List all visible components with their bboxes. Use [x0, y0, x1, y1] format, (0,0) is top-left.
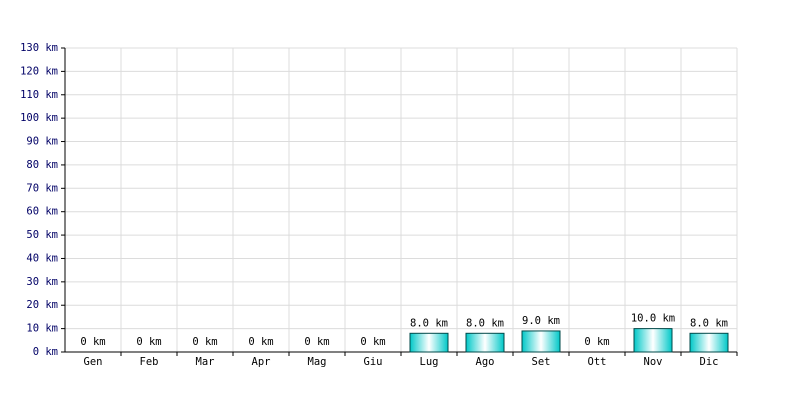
value-label: 0 km [80, 336, 105, 348]
y-tick-label: 120 km [20, 65, 58, 77]
y-tick-label: 40 km [26, 252, 58, 264]
value-label: 0 km [248, 336, 273, 348]
x-tick-label: Apr [252, 356, 271, 368]
value-label: 0 km [192, 336, 217, 348]
y-tick-label: 130 km [20, 42, 58, 54]
x-tick-label: Lug [420, 356, 439, 368]
y-tick-label: 0 km [33, 346, 58, 358]
x-tick-label: Ago [476, 356, 495, 368]
value-label: 8.0 km [466, 317, 504, 329]
x-tick-label: Feb [140, 356, 159, 368]
x-tick-label: Dic [700, 356, 719, 368]
x-tick-label: Nov [644, 356, 663, 368]
value-label: 0 km [360, 336, 385, 348]
x-tick-label: Mag [308, 356, 327, 368]
y-tick-label: 10 km [26, 323, 58, 335]
value-label: 0 km [304, 336, 329, 348]
x-tick-label: Ott [588, 356, 607, 368]
y-tick-label: 60 km [26, 206, 58, 218]
y-tick-label: 20 km [26, 299, 58, 311]
value-label: 8.0 km [690, 317, 728, 329]
y-tick-label: 30 km [26, 276, 58, 288]
y-tick-label: 90 km [26, 136, 58, 148]
value-label: 10.0 km [631, 313, 675, 325]
y-tick-label: 50 km [26, 229, 58, 241]
bar [409, 332, 449, 353]
bar [521, 330, 561, 353]
value-label: 0 km [584, 336, 609, 348]
y-tick-label: 70 km [26, 182, 58, 194]
bar [465, 332, 505, 353]
value-label: 8.0 km [410, 317, 448, 329]
value-label: 0 km [136, 336, 161, 348]
x-tick-label: Set [532, 356, 551, 368]
x-tick-label: Giu [364, 356, 383, 368]
value-label: 9.0 km [522, 315, 560, 327]
y-tick-label: 100 km [20, 112, 58, 124]
y-tick-label: 80 km [26, 159, 58, 171]
x-tick-label: Gen [84, 356, 103, 368]
bar [633, 328, 673, 353]
x-tick-label: Mar [196, 356, 215, 368]
y-tick-label: 110 km [20, 89, 58, 101]
bar [689, 332, 729, 353]
